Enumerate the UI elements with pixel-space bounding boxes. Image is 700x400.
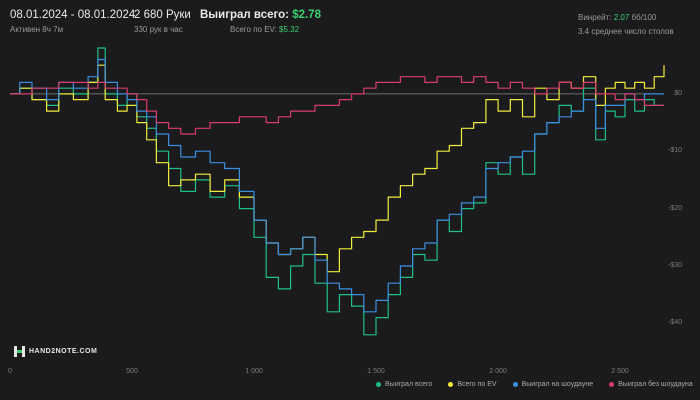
x-tick-label: 1 000	[245, 368, 263, 375]
legend-swatch	[376, 382, 381, 387]
header: 08.01.2024 - 08.01.2024 Активен 8ч 7м 2 …	[0, 0, 700, 42]
legend-label: Всего по EV	[457, 381, 497, 388]
series-line-0	[10, 47, 664, 336]
date-range: 08.01.2024 - 08.01.2024	[10, 9, 136, 21]
hands-rate: 330 рук в час	[134, 25, 183, 34]
legend-label: Выиграл на шоудауне	[521, 381, 594, 388]
y-tick-label: -$20	[667, 204, 682, 212]
x-tick-label: 500	[126, 368, 138, 375]
hands-block: 2 680 Руки 330 рук в час	[134, 8, 191, 36]
ev-value: $5.32	[279, 25, 300, 34]
hand2note-logo-icon	[14, 346, 25, 357]
legend-item[interactable]: Выиграл всего	[376, 381, 432, 388]
logo: HAND2NOTE.COM	[14, 346, 97, 357]
legend-item[interactable]: Выиграл на шоудауне	[512, 381, 594, 388]
legend-label: Выиграл без шоудауна	[618, 381, 693, 388]
legend: Выиграл всего Всего по EV Выиграл на шоуда…	[376, 381, 693, 388]
legend-swatch	[448, 382, 454, 387]
series-line-3	[10, 76, 664, 135]
date-block: 08.01.2024 - 08.01.2024 Активен 8ч 7м	[10, 8, 135, 36]
winrate-label: Винрейт:	[578, 13, 612, 22]
x-tick-label: 1 500	[367, 368, 385, 375]
logo-text: HAND2NOTE.COM	[29, 348, 98, 355]
x-tick-label: 0	[8, 368, 12, 375]
x-tick-label: 2 000	[489, 368, 507, 375]
y-tick-label: -$40	[667, 319, 682, 327]
legend-swatch	[609, 382, 615, 387]
legend-swatch	[512, 382, 518, 387]
legend-item[interactable]: Всего по EV	[448, 381, 497, 388]
avg-tables: 3.4 среднее число столов	[578, 27, 674, 36]
y-tick-label: -$10	[667, 147, 682, 155]
y-tick-label: -$30	[667, 261, 682, 269]
series-line-1	[10, 64, 665, 273]
y-tick-label: $0	[674, 89, 682, 97]
winrate-value: 2.07	[613, 13, 630, 22]
won-value: $2.78	[292, 9, 321, 21]
won-label: Выиграл всего:	[200, 9, 289, 21]
ev-label: Всего по EV:	[230, 25, 277, 34]
hands-count: 2 680 Руки	[134, 9, 191, 21]
legend-label: Выиграл всего	[385, 381, 433, 388]
x-tick-label: 2 500	[611, 368, 629, 375]
active-time: Активен 8ч 7м	[10, 25, 64, 34]
won-block: Выиграл всего: $2.78 Всего по EV: $5.32	[200, 8, 321, 36]
series-line-2	[10, 58, 664, 313]
legend-item[interactable]: Выиграл без шоудауна	[609, 381, 693, 388]
winrate-unit: бб/100	[631, 13, 657, 22]
winrate-block: Винрейт: 2.07 бб/100 3.4 среднее число с…	[578, 8, 674, 38]
